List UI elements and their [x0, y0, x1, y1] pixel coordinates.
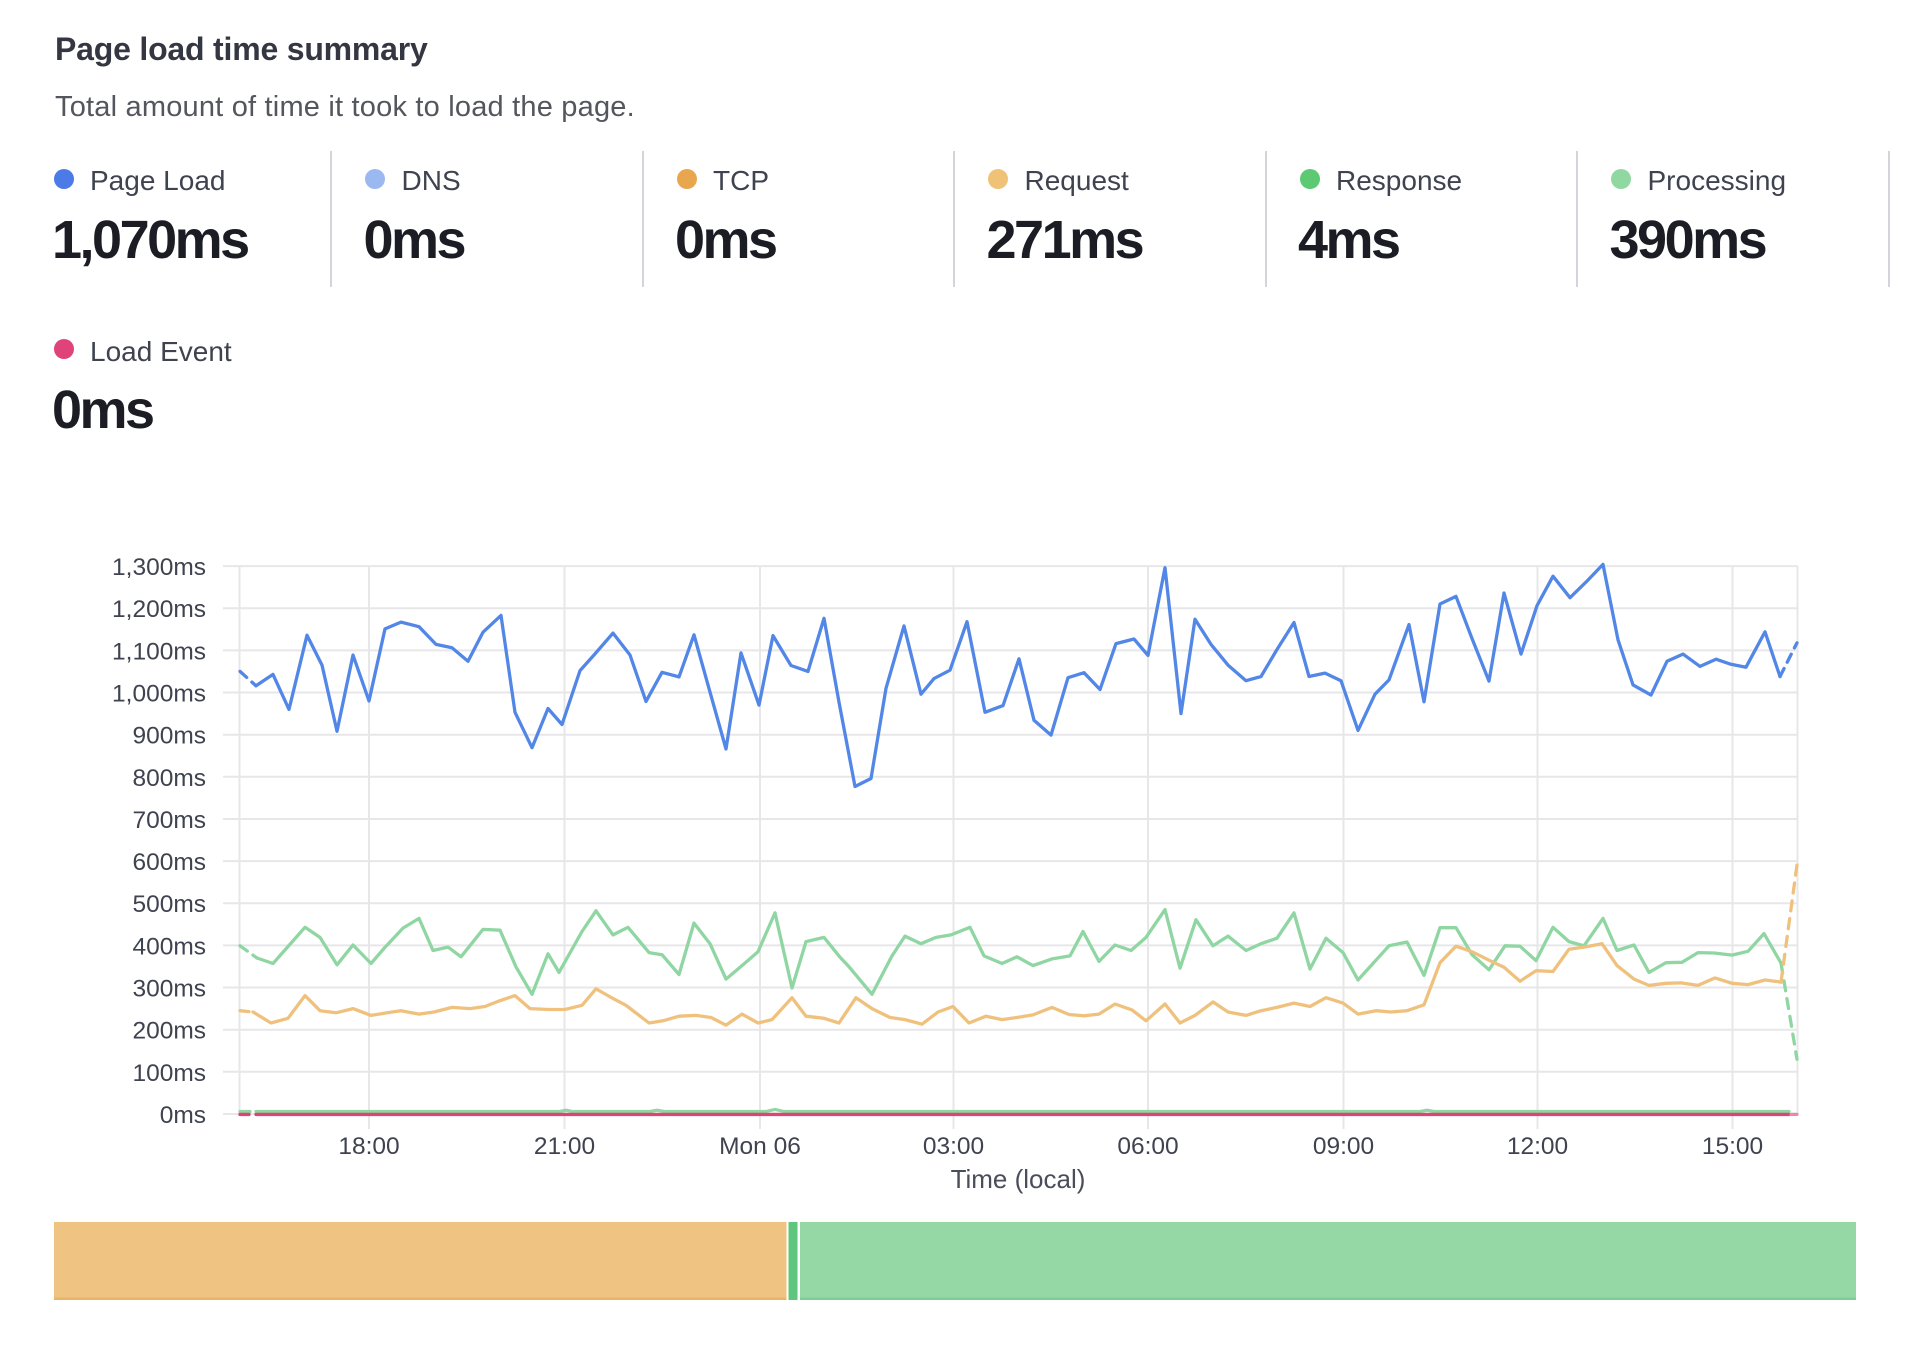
svg-text:800ms: 800ms [132, 765, 206, 792]
svg-text:09:00: 09:00 [1313, 1133, 1374, 1160]
svg-text:1,300ms: 1,300ms [112, 554, 206, 581]
svg-text:Mon 06: Mon 06 [719, 1133, 801, 1160]
svg-text:21:00: 21:00 [534, 1133, 595, 1160]
svg-text:400ms: 400ms [132, 933, 206, 960]
svg-text:700ms: 700ms [132, 807, 206, 834]
svg-text:0ms: 0ms [160, 1102, 206, 1129]
svg-text:1,000ms: 1,000ms [112, 681, 206, 708]
svg-text:06:00: 06:00 [1117, 1133, 1178, 1160]
svg-text:15:00: 15:00 [1702, 1133, 1763, 1160]
svg-text:300ms: 300ms [132, 976, 206, 1003]
svg-text:1,100ms: 1,100ms [112, 638, 206, 665]
svg-text:1,200ms: 1,200ms [112, 596, 206, 623]
svg-text:12:00: 12:00 [1507, 1133, 1568, 1160]
svg-text:100ms: 100ms [132, 1060, 206, 1087]
svg-text:18:00: 18:00 [338, 1133, 399, 1160]
svg-text:600ms: 600ms [132, 849, 206, 876]
svg-text:500ms: 500ms [132, 891, 206, 918]
svg-text:Time (local): Time (local) [951, 1164, 1086, 1194]
svg-text:900ms: 900ms [132, 723, 206, 750]
svg-text:200ms: 200ms [132, 1018, 206, 1045]
svg-text:03:00: 03:00 [923, 1133, 984, 1160]
